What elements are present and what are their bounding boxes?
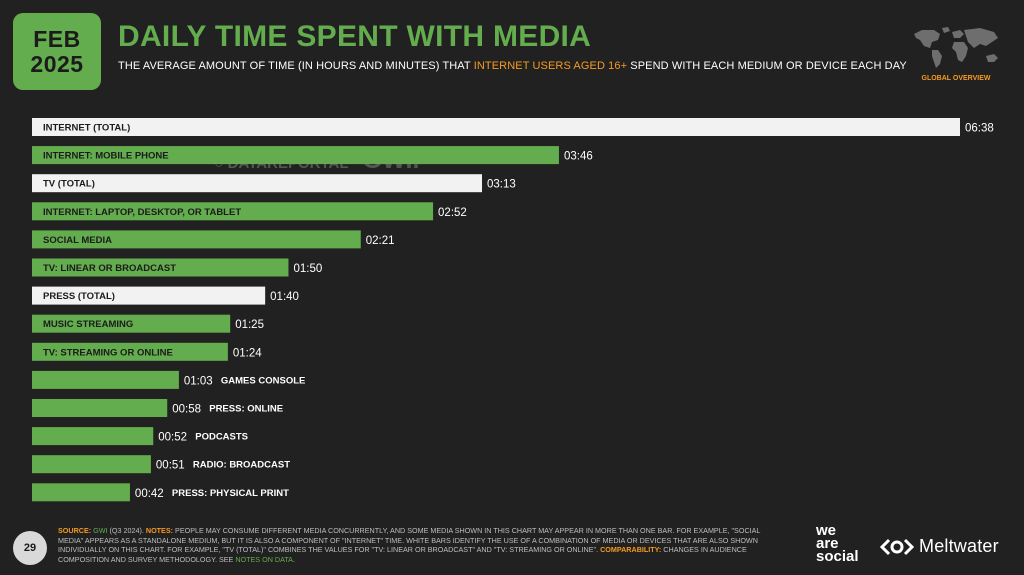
value-label: 00:58 xyxy=(172,404,201,416)
world-map-icon xyxy=(914,27,998,68)
bar xyxy=(32,146,559,165)
source-text: (Q3 2024). xyxy=(107,526,146,535)
category-label: PRESS: PHYSICAL PRINT xyxy=(172,488,289,499)
value-label: 03:46 xyxy=(564,151,593,163)
category-label: TV: STREAMING OR ONLINE xyxy=(43,347,173,358)
comparability-text: CHANGES IN AUDIENCE COMPOSITION AND SURV… xyxy=(58,545,747,564)
value-label: 00:52 xyxy=(158,432,187,444)
logo-are: are xyxy=(816,535,839,552)
bar xyxy=(32,455,151,474)
logo-social: social xyxy=(816,548,859,565)
footnote-end: . xyxy=(292,554,295,564)
bar xyxy=(32,118,960,136)
category-label: INTERNET: MOBILE PHONE xyxy=(43,151,169,162)
logo-we: we xyxy=(816,522,837,539)
date-year: 2025 xyxy=(30,50,84,77)
bar xyxy=(32,342,228,361)
bar xyxy=(32,427,154,446)
value-label: 01:24 xyxy=(233,347,262,359)
notes-text: PEOPLE MAY CONSUME DIFFERENT MEDIA CONCU… xyxy=(58,526,761,555)
bar xyxy=(32,314,231,333)
page-number: 29 xyxy=(13,531,47,565)
category-label: GAMES CONSOLE xyxy=(221,375,305,386)
bar xyxy=(32,483,130,502)
value-label: 02:52 xyxy=(438,207,467,219)
map-label: GLOBAL OVERVIEW xyxy=(921,75,991,82)
value-label: 02:21 xyxy=(366,235,395,247)
category-label: PRESS: ONLINE xyxy=(209,404,283,415)
bar xyxy=(32,258,289,277)
bar xyxy=(32,174,483,193)
we-are-social-logo: we are social xyxy=(816,522,859,565)
value-label: 00:42 xyxy=(135,488,164,500)
category-label: MUSIC STREAMING xyxy=(43,319,133,330)
subtitle-post: SPEND WITH EACH MEDIUM OR DEVICE EACH DA… xyxy=(627,60,907,72)
category-label: RADIO: BROADCAST xyxy=(193,460,290,471)
date-month: FEB xyxy=(33,25,81,52)
value-label: 01:25 xyxy=(235,319,264,331)
notes-on-data-link[interactable]: NOTES ON DATA xyxy=(235,554,293,564)
bar xyxy=(32,370,179,389)
source-link[interactable]: GWI xyxy=(93,526,108,535)
bar xyxy=(32,399,168,417)
bar xyxy=(32,202,434,221)
source-label: SOURCE: xyxy=(58,526,92,535)
category-label: PRESS (TOTAL) xyxy=(43,291,115,302)
meltwater-wordmark: Meltwater xyxy=(919,536,999,556)
value-label: 03:13 xyxy=(487,179,516,191)
value-label: 01:40 xyxy=(270,291,299,303)
page-subtitle: THE AVERAGE AMOUNT OF TIME (IN HOURS AND… xyxy=(118,60,907,72)
category-label: INTERNET (TOTAL) xyxy=(43,123,130,134)
value-label: 01:50 xyxy=(293,263,322,275)
bar-chart: 06:38 INTERNET (TOTAL) 03:46 INTERNET: MOBI… xyxy=(32,118,994,502)
value-label: 01:03 xyxy=(184,375,213,387)
subtitle-pre: THE AVERAGE AMOUNT OF TIME (IN HOURS AND… xyxy=(118,60,474,72)
category-label: TV (TOTAL) xyxy=(43,179,95,190)
bar xyxy=(32,286,266,305)
footnote: SOURCE: GWI (Q3 2024). NOTES: PEOPLE MAY… xyxy=(58,526,778,564)
bar xyxy=(32,230,361,249)
page-title: DAILY TIME SPENT WITH MEDIA xyxy=(118,20,592,53)
date-badge: FEB 2025 xyxy=(13,13,101,90)
subtitle-highlight: INTERNET USERS AGED 16+ xyxy=(473,60,628,72)
notes-label: NOTES: xyxy=(145,526,174,535)
value-label: 00:51 xyxy=(156,460,185,472)
value-label: 06:38 xyxy=(965,123,994,135)
category-label: SOCIAL MEDIA xyxy=(43,235,112,246)
category-label: INTERNET: LAPTOP, DESKTOP, OR TABLET xyxy=(43,207,241,218)
category-label: TV: LINEAR OR BROADCAST xyxy=(43,263,176,274)
meltwater-logo: Meltwater xyxy=(880,536,999,557)
category-label: PODCASTS xyxy=(195,432,248,443)
meltwater-icon xyxy=(880,538,914,555)
comparability-label: COMPARABILITY: xyxy=(600,545,662,555)
